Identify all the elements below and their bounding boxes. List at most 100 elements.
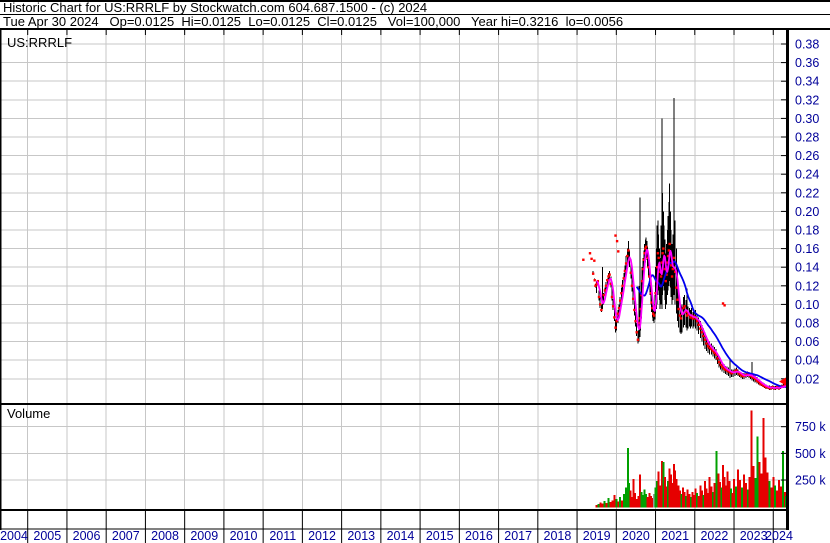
price-axis-label: 0.10 <box>795 298 819 312</box>
year-top-tick <box>380 30 382 35</box>
x-axis-year-label: 2005 <box>33 529 61 543</box>
close-dot <box>626 254 629 258</box>
year-top-tick <box>184 30 186 35</box>
close-dot <box>647 266 650 269</box>
close-dot <box>661 252 664 255</box>
close-dot <box>644 247 647 250</box>
volume-bar <box>677 485 680 508</box>
close-dot <box>627 249 630 252</box>
volume-bar <box>700 490 703 508</box>
year-axis-tick <box>105 511 107 543</box>
price-axis-label: 0.08 <box>795 317 819 331</box>
close-dot <box>648 275 651 278</box>
price-axis-tick <box>781 80 786 82</box>
close-dot <box>663 267 667 271</box>
volume-bar <box>766 472 769 508</box>
price-axis-tick <box>781 341 786 343</box>
volume-bar <box>699 485 702 508</box>
volume-bar <box>651 498 654 508</box>
close-dot <box>639 307 642 311</box>
volume-bar <box>634 492 637 508</box>
close-dot <box>602 293 605 297</box>
close-dot <box>642 258 645 261</box>
volume-bar <box>637 496 640 508</box>
close-dot <box>713 351 716 354</box>
volume-bar <box>723 476 726 508</box>
volume-bar <box>595 505 598 508</box>
price-axis-label: 0.16 <box>795 242 819 256</box>
volume-bar <box>671 483 674 508</box>
close-dot-outlier <box>615 239 619 243</box>
price-axis-tick <box>781 192 786 194</box>
close-dot <box>702 334 705 338</box>
volume-bar <box>672 464 675 508</box>
close-dot <box>668 242 671 246</box>
close-dot <box>651 306 654 310</box>
price-axis-label: 0.22 <box>795 186 819 200</box>
volume-bar <box>764 457 767 508</box>
volume-bar <box>752 466 755 508</box>
volume-bar <box>717 473 720 508</box>
volume-bar <box>597 504 600 508</box>
chart-subtitle: Tue Apr 30 2024 Op=0.0125 Hi=0.0125 Lo=0… <box>3 14 624 29</box>
year-axis-tick <box>262 511 264 543</box>
volume-bar <box>742 474 745 508</box>
x-axis-year-label: 2013 <box>347 529 375 543</box>
close-dot <box>628 258 631 261</box>
volume-bar <box>726 471 729 508</box>
year-axis-tick <box>301 511 303 543</box>
volume-bar <box>640 491 643 508</box>
close-dot <box>624 262 628 265</box>
close-dot-outlier <box>593 259 596 262</box>
close-dot <box>764 385 768 389</box>
close-dot <box>676 298 679 301</box>
volume-bar <box>692 494 695 508</box>
close-dot <box>664 279 667 283</box>
close-dot <box>656 252 660 255</box>
close-dot <box>615 319 618 323</box>
short-moving-average-line <box>595 248 787 389</box>
volume-bar <box>662 461 665 508</box>
close-dot <box>662 247 665 250</box>
volume-bottom-border <box>0 509 789 511</box>
volume-bar <box>689 497 692 508</box>
volume-bar <box>703 481 706 508</box>
price-axis-label: 0.28 <box>795 131 819 145</box>
price-axis-tick <box>781 155 786 157</box>
price-axis-label: 0.26 <box>795 149 819 163</box>
close-dot <box>705 342 708 345</box>
year-axis-tick <box>66 511 68 543</box>
price-axis-tick <box>781 378 786 380</box>
year-axis-tick <box>419 511 421 543</box>
volume-bar <box>756 436 759 508</box>
x-axis-year-label: 2006 <box>73 529 101 543</box>
close-dot <box>727 370 730 373</box>
volume-bar <box>605 502 608 508</box>
close-dot <box>758 382 762 385</box>
close-dot <box>675 286 678 289</box>
close-dot <box>631 297 635 301</box>
close-dot <box>594 284 597 287</box>
close-dot <box>603 289 607 292</box>
price-axis-tick <box>781 266 786 268</box>
price-axis-tick <box>781 229 786 231</box>
year-axis-tick <box>184 511 186 543</box>
volume-bar <box>667 481 670 508</box>
close-dot <box>599 303 602 306</box>
year-axis-tick <box>223 511 225 543</box>
volume-bar <box>632 478 635 508</box>
close-dot <box>604 284 608 287</box>
close-dot <box>679 317 683 320</box>
close-dot <box>636 338 640 341</box>
volume-bar <box>688 493 691 508</box>
x-axis-year-label: 2018 <box>544 529 572 543</box>
close-dot <box>722 367 726 370</box>
close-dot <box>711 349 715 353</box>
volume-bar <box>711 491 714 508</box>
volume-bar <box>722 465 725 508</box>
close-dot <box>622 277 625 280</box>
x-axis-year-label: 2007 <box>112 529 140 543</box>
volume-bar <box>683 491 686 508</box>
